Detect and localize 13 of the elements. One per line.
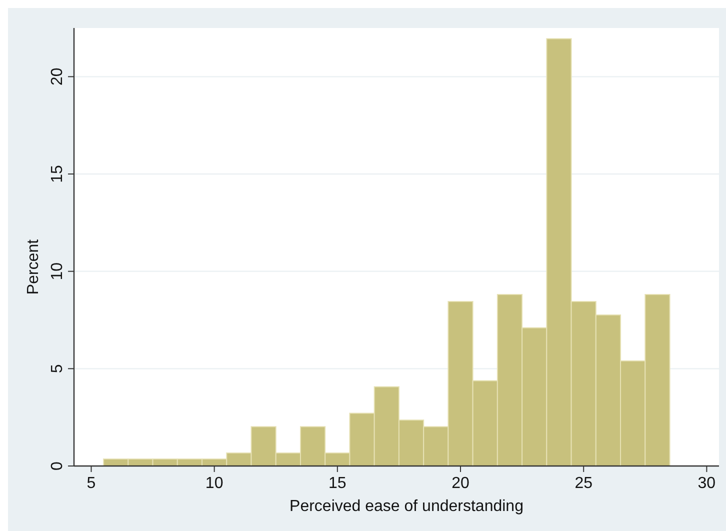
x-tick-label: 25 <box>574 475 593 492</box>
y-tick-label: 10 <box>49 262 66 280</box>
x-tick-label: 15 <box>328 475 346 492</box>
x-tick-label: 30 <box>698 475 716 492</box>
x-tick-label: 5 <box>86 475 96 492</box>
x-tick-label: 20 <box>452 475 470 492</box>
x-tick-label: 10 <box>205 475 224 492</box>
y-tick-label: 0 <box>49 461 66 470</box>
y-tick-label: 15 <box>49 165 66 183</box>
y-tick-label: 20 <box>49 68 66 86</box>
y-axis-title: Percent <box>25 238 42 295</box>
y-tick-label: 5 <box>49 364 66 374</box>
x-axis-title: Perceived ease of understanding <box>290 498 524 515</box>
